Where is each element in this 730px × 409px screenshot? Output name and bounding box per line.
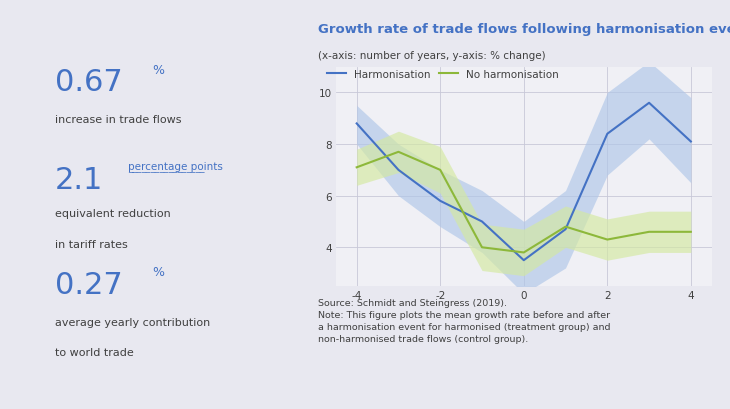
Text: equivalent reduction: equivalent reduction xyxy=(55,209,171,218)
Text: 2.1: 2.1 xyxy=(55,166,103,195)
Text: percentage points: percentage points xyxy=(128,162,223,171)
Text: Source: Schmidt and Steingress (2019).
Note: This figure plots the mean growth r: Source: Schmidt and Steingress (2019). N… xyxy=(318,299,610,343)
Text: (x-axis: number of years, y-axis: % change): (x-axis: number of years, y-axis: % chan… xyxy=(318,51,545,61)
Text: 0.27: 0.27 xyxy=(55,270,123,299)
Text: %: % xyxy=(152,63,164,76)
Text: %: % xyxy=(152,266,164,279)
Text: _________________: _________________ xyxy=(128,164,204,173)
Text: increase in trade flows: increase in trade flows xyxy=(55,115,181,124)
Text: to world trade: to world trade xyxy=(55,348,134,357)
Text: Growth rate of trade flows following harmonisation events: Growth rate of trade flows following har… xyxy=(318,22,730,36)
Text: 0.67: 0.67 xyxy=(55,67,123,97)
Text: average yearly contribution: average yearly contribution xyxy=(55,317,210,327)
Legend: Harmonisation, No harmonisation: Harmonisation, No harmonisation xyxy=(323,66,563,84)
Text: in tariff rates: in tariff rates xyxy=(55,239,128,249)
